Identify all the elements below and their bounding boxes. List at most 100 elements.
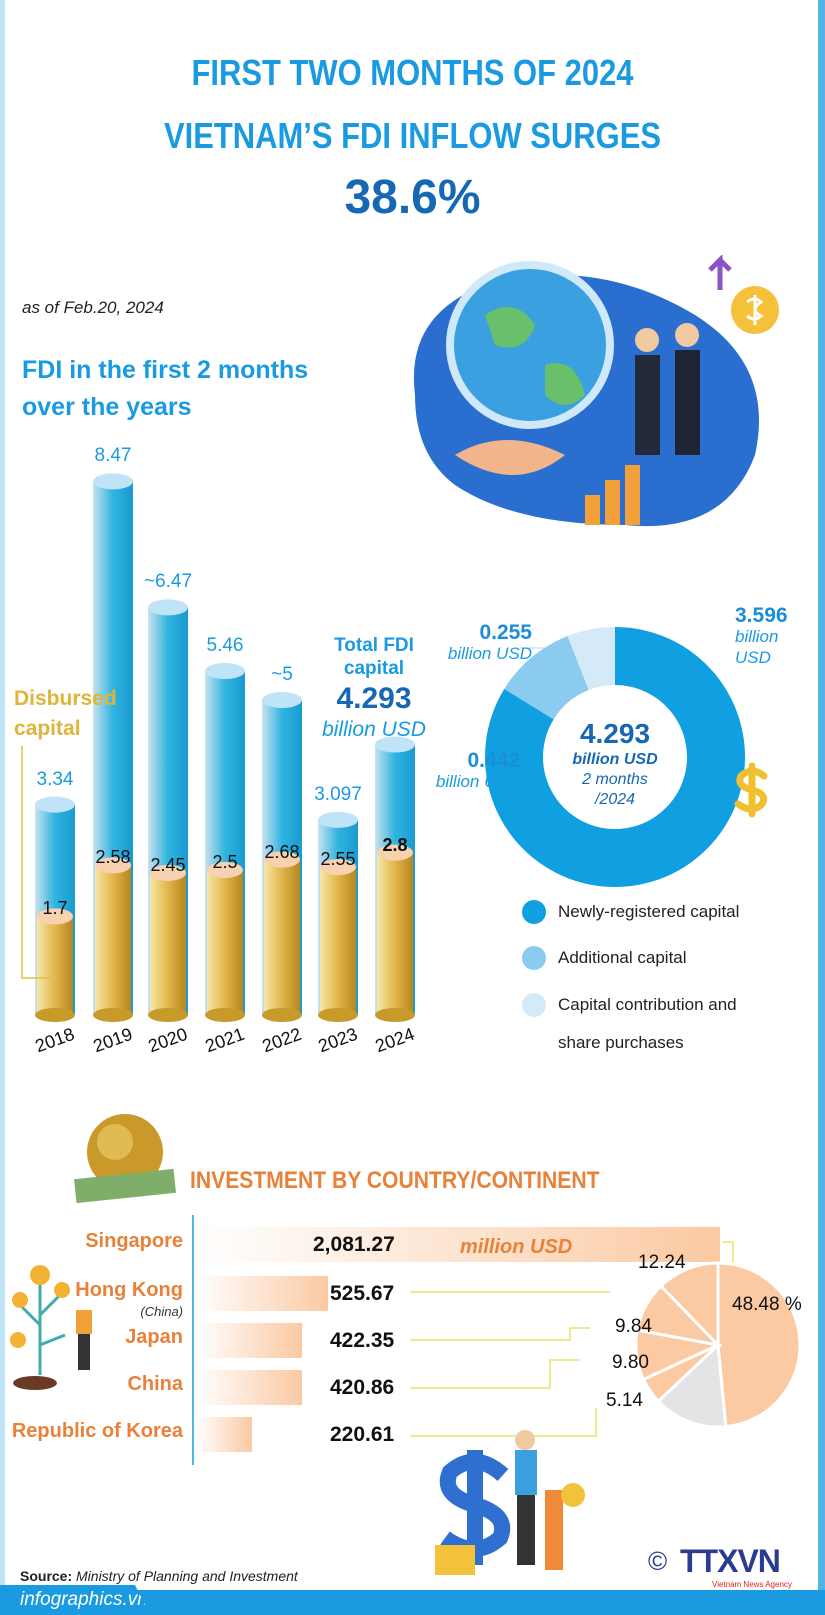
ttxvn-logo: TTXVN <box>680 1543 781 1579</box>
country-bar <box>196 1276 329 1311</box>
source-text: Ministry of Planning and Investment <box>76 1568 298 1584</box>
bar-base <box>262 1008 302 1022</box>
total-value-label: ~5 <box>271 664 293 685</box>
country-bar <box>196 1417 252 1452</box>
country-label: Japan <box>125 1326 183 1348</box>
title-line-1: FIRST TWO MONTHS OF 2024 <box>191 52 634 93</box>
total-bar-cap <box>262 692 302 708</box>
leader-line <box>410 1359 580 1389</box>
left-border <box>0 0 5 1615</box>
bar-base <box>375 1008 415 1022</box>
country-section-title: INVESTMENT BY COUNTRY/CONTINENT <box>190 1167 600 1194</box>
pie-label-japan: 9.84 <box>615 1316 652 1337</box>
disbursed-bar-cap <box>207 862 243 878</box>
pie-slice-hongkong <box>658 1261 720 1349</box>
label-newly: 3.596 billion USD <box>735 605 795 668</box>
pie-label-china: 9.80 <box>612 1352 649 1373</box>
disbursed-bar-2021 <box>207 870 243 1015</box>
disbursed-value-label: 2.45 <box>150 854 186 875</box>
country-bar <box>196 1370 303 1405</box>
globe-icon <box>446 261 614 429</box>
country-label: Hong Kong <box>75 1279 183 1301</box>
investor-illustration <box>435 1430 585 1575</box>
pie-slice-others <box>656 1341 728 1429</box>
legend-text: Newly-registered capital <box>558 902 740 921</box>
total-bar-cap <box>375 736 415 753</box>
pie-label-hongkong: 12.24 <box>638 1252 686 1273</box>
disbursed-bar-2024 <box>377 852 413 1015</box>
up-arrow-icon <box>708 255 732 290</box>
disbursed-value-label: 2.55 <box>320 849 356 870</box>
bar-base <box>148 1008 188 1022</box>
bar-base <box>93 1008 133 1022</box>
disbursed-value-label: 1.7 <box>42 898 68 919</box>
total-fdi-value: 4.293 <box>336 682 412 715</box>
subtitle-line-1: FDI in the first 2 months <box>22 356 309 384</box>
total-value-label: 3.34 <box>36 768 74 790</box>
donut-center-label: 4.293 billion USD 2 months /2024 <box>540 718 690 810</box>
pie-label-korea: 5.14 <box>606 1390 643 1411</box>
bar-icon <box>585 495 600 525</box>
disbursed-bar-cap <box>37 908 73 925</box>
contribution-unit: billion USD <box>447 644 532 663</box>
disbursed-bar-cap <box>320 859 356 876</box>
disbursed-bar-cap <box>264 851 300 868</box>
newly-unit: billion USD <box>735 627 779 667</box>
total-bar-cap <box>318 811 358 828</box>
disbursed-capital-label: Disbursed capital <box>14 684 117 744</box>
fdi-years-chart <box>35 473 415 1022</box>
center-unit: billion USD <box>572 751 658 768</box>
disbursed-bar-2020 <box>150 872 186 1015</box>
country-bar <box>196 1227 721 1262</box>
total-label-line-2: capital <box>343 658 405 679</box>
businessman-icon <box>675 350 700 455</box>
coin-dollar-icon <box>746 295 764 325</box>
bar-icon <box>605 480 620 525</box>
total-value-label: 8.47 <box>94 445 132 467</box>
total-bar-cap <box>205 663 245 680</box>
handshake-icon <box>455 440 565 475</box>
site-link[interactable]: infographics.vn <box>0 1585 150 1615</box>
country-value: 525.67 <box>330 1282 395 1305</box>
disbursed-bar-2019 <box>95 865 131 1015</box>
axis-line <box>192 1215 194 1465</box>
pie-label-singapore: 48.48 % <box>732 1294 802 1315</box>
contribution-value: 0.255 <box>479 621 532 644</box>
total-value-label: 5.46 <box>206 635 244 657</box>
disbursed-value-label: 2.8 <box>382 834 408 855</box>
fdi-composition-donut <box>485 627 745 887</box>
dollar-sign-icon <box>734 762 768 818</box>
center-value: 4.293 <box>579 718 651 749</box>
disbursed-bar-2018 <box>37 916 73 1015</box>
business-illustration <box>413 255 779 527</box>
country-value: 422.35 <box>330 1329 395 1352</box>
center-period: 2 months <box>582 771 648 788</box>
total-value-label: 3.097 <box>314 783 362 805</box>
source-note: Source: Ministry of Planning and Investm… <box>20 1568 298 1584</box>
bar-icon <box>625 465 640 525</box>
pie-slice-singapore <box>716 1261 802 1429</box>
legend-contribution: Capital contribution and <box>522 993 737 1017</box>
country-label: China <box>127 1373 183 1395</box>
total-label-line-1: Total FDI <box>334 635 414 656</box>
money-tree-icon <box>10 1265 92 1390</box>
donut-slice-2 <box>567 627 615 690</box>
donut-slice-0 <box>485 627 745 887</box>
legend-newly: Newly-registered capital <box>522 900 739 924</box>
disbursed-value-label: 2.58 <box>95 847 131 868</box>
continents-icon <box>485 307 585 405</box>
country-label: Singapore <box>85 1230 183 1252</box>
newly-value: 3.596 <box>735 604 788 627</box>
disbursed-bar-cap <box>150 864 186 881</box>
source-label: Source: <box>20 1568 73 1584</box>
logo-subtitle: Vietnam News Agency <box>712 1580 792 1589</box>
legend-swatch <box>522 946 546 970</box>
disbursed-value-label: 2.68 <box>264 841 300 862</box>
total-bar-cap <box>148 599 188 616</box>
disbursed-bar-cap <box>95 857 131 874</box>
total-bar-cap <box>35 796 75 813</box>
businessman-icon <box>635 355 660 455</box>
right-border <box>818 0 825 1615</box>
disbursed-label-line-1: Disbursed <box>14 687 117 710</box>
disbursed-leader-line <box>21 746 58 979</box>
